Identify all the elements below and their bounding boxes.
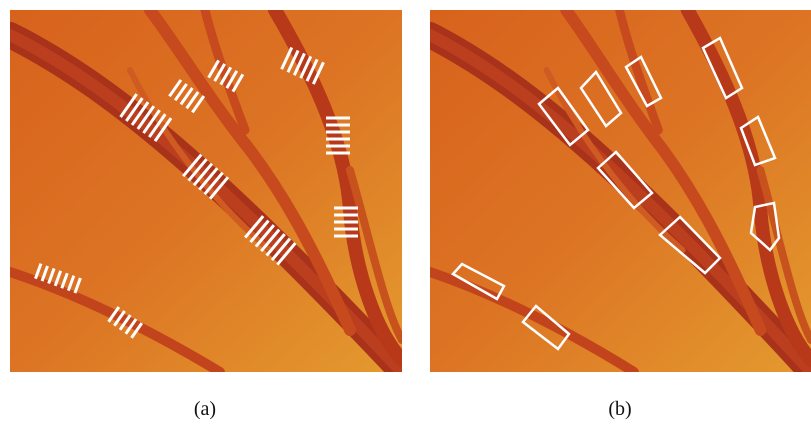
figure-images [0,0,811,434]
caption: (a) [155,398,255,421]
caption: (b) [570,398,670,421]
fundus-image-b [430,10,811,372]
figure: (a) (b) [0,0,811,434]
